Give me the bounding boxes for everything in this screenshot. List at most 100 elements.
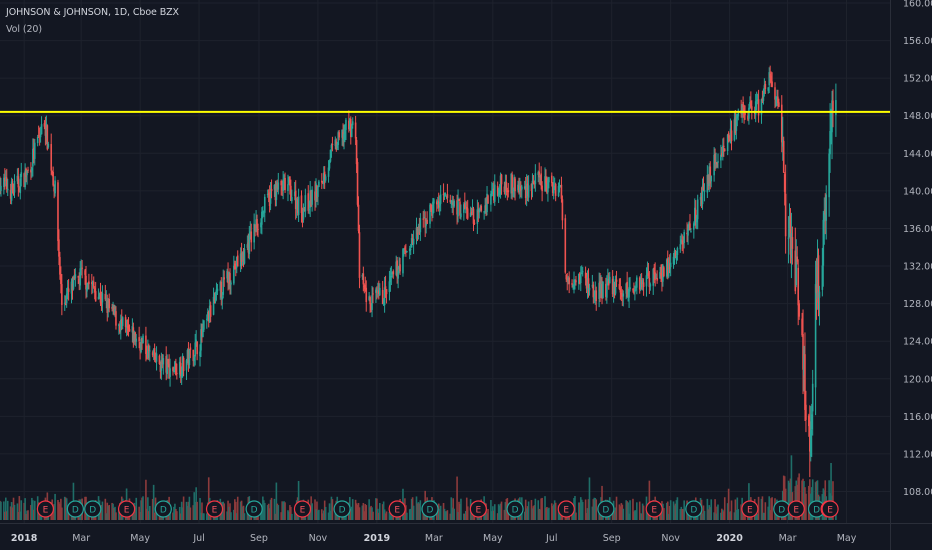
earnings-marker[interactable]: E <box>205 500 224 518</box>
candle-body <box>511 174 513 194</box>
candle-body <box>288 178 290 183</box>
marker-circle <box>506 500 524 518</box>
candle-body <box>723 149 726 151</box>
volume-bar <box>457 511 459 520</box>
volume-bar <box>835 511 837 520</box>
candle-body <box>111 307 113 309</box>
candle-body <box>619 288 622 293</box>
candle-body <box>124 317 127 328</box>
candle-body <box>470 211 473 213</box>
earnings-marker[interactable]: E <box>557 500 575 518</box>
price-tick-label: 108.00 <box>903 487 932 498</box>
volume-bar <box>493 510 495 520</box>
marker-circle <box>597 500 615 518</box>
earnings-marker[interactable]: E <box>469 500 487 518</box>
volume-bar <box>309 508 311 520</box>
candle-body <box>737 111 740 117</box>
earnings-marker[interactable]: E <box>821 500 839 518</box>
volume-bar <box>453 508 455 520</box>
candle-body <box>277 182 280 190</box>
time-tick-label: Mar <box>425 533 443 544</box>
price-axis[interactable]: 108.00 112.00 116.00 120.00 124.00 128.00 132.… <box>890 0 932 550</box>
earnings-marker[interactable]: E <box>388 500 406 518</box>
earnings-marker[interactable]: E <box>293 500 312 518</box>
dividend-marker[interactable]: D <box>66 500 84 518</box>
volume-bar <box>290 506 292 520</box>
time-axis[interactable]: 2018 Mar May Jul Sep Nov 2019 Mar May Jul Sep Nov 20… <box>0 523 932 545</box>
candle-body <box>699 197 702 200</box>
dividend-marker[interactable]: D <box>597 500 615 518</box>
candle-body <box>757 99 760 116</box>
dividend-marker[interactable]: D <box>84 500 102 518</box>
candle-body <box>405 250 407 253</box>
marker-label: E <box>827 506 833 516</box>
candle-body <box>138 337 140 342</box>
candle-body <box>486 193 488 213</box>
volume-bar <box>493 504 496 520</box>
candle-body <box>561 199 564 221</box>
dividend-marker[interactable]: D <box>421 500 439 518</box>
earnings-marker[interactable]: E <box>645 500 663 518</box>
dividend-marker[interactable]: D <box>506 500 524 518</box>
volume-bar <box>585 513 588 520</box>
volume-bar <box>246 513 249 520</box>
candle-body <box>66 287 69 295</box>
earnings-marker[interactable]: E <box>117 500 136 518</box>
candle-body <box>667 263 670 277</box>
earnings-marker[interactable]: E <box>787 500 805 518</box>
price-tick-label: 148.00 <box>903 111 932 122</box>
candle-body <box>337 132 340 146</box>
candle-body <box>179 363 182 377</box>
dividend-marker[interactable]: D <box>245 500 263 518</box>
dividend-marker[interactable]: D <box>685 500 703 518</box>
volume-bar <box>802 478 804 520</box>
candle-body <box>178 361 181 375</box>
marker-circle <box>84 500 102 518</box>
volume-bar <box>65 498 68 520</box>
candle-body <box>247 242 250 253</box>
candle-body <box>80 269 82 271</box>
candle-body <box>625 283 627 294</box>
dividend-marker[interactable]: D <box>333 500 351 518</box>
candle-body <box>229 273 231 285</box>
volume-bar <box>321 513 324 520</box>
candle-body <box>821 265 824 290</box>
candle-body <box>666 258 669 275</box>
volume-bar <box>223 503 225 520</box>
candle-body <box>46 125 49 150</box>
dividend-marker[interactable]: D <box>773 500 791 518</box>
candle-body <box>181 355 184 377</box>
volume-bar <box>351 499 354 520</box>
candle-body <box>256 219 258 229</box>
earnings-marker[interactable]: E <box>741 500 759 518</box>
price-tick-label: 120.00 <box>903 374 932 385</box>
marker-circle <box>117 500 136 518</box>
symbol-legend: JOHNSON & JOHNSON, 1D, Cboe BZX <box>6 7 179 18</box>
dividend-marker[interactable]: D <box>154 500 172 518</box>
candle-body <box>166 359 168 375</box>
candle-body <box>798 303 800 317</box>
candle-body <box>824 209 827 215</box>
candle-body <box>289 176 291 186</box>
candle-body <box>203 320 205 330</box>
candle-body <box>537 172 540 176</box>
candlesticks <box>0 65 837 478</box>
candle-body <box>659 272 661 279</box>
volume-bar <box>241 506 244 520</box>
volume-bar <box>132 513 135 520</box>
earnings-marker[interactable]: E <box>36 500 55 518</box>
candle-body <box>656 277 658 281</box>
marker-label: D <box>89 506 96 516</box>
marker-label: E <box>475 506 481 516</box>
candle-body <box>479 206 482 210</box>
candle-body <box>13 180 16 193</box>
candle-body <box>523 186 526 189</box>
candle-body <box>443 194 446 198</box>
candle-body <box>727 133 730 139</box>
volume-bar <box>408 509 411 520</box>
volume-bar <box>770 498 772 520</box>
candle-body <box>611 278 614 295</box>
volume-bar <box>383 509 386 520</box>
volume-bar <box>552 504 555 520</box>
